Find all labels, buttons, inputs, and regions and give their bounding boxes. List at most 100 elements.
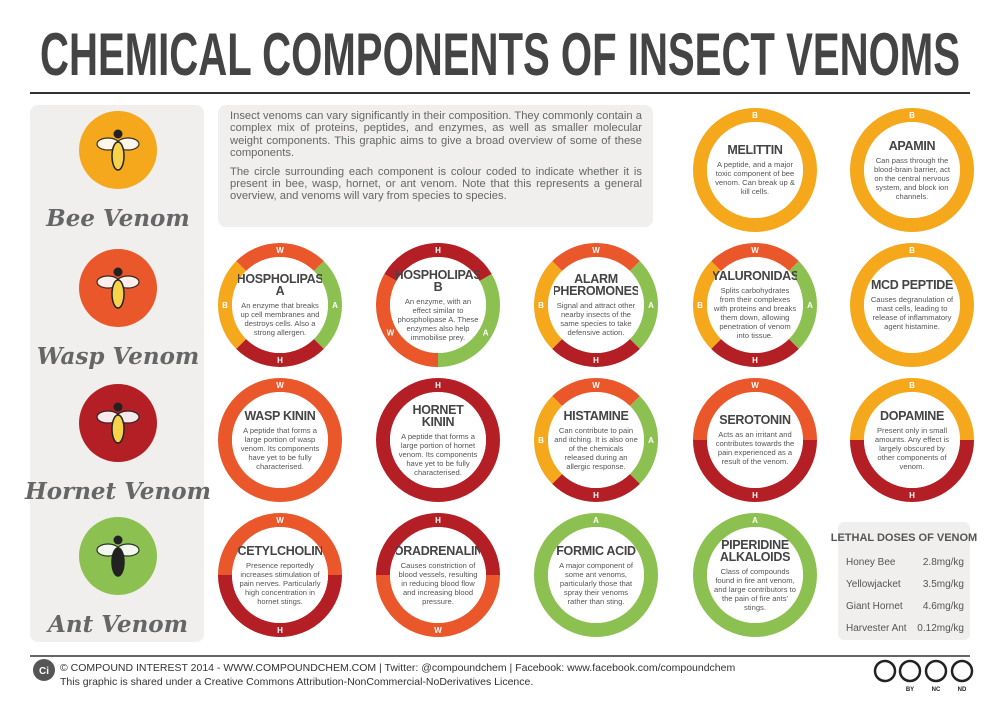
- venom-ring-segment: [711, 243, 799, 272]
- cc-icon: [950, 659, 974, 683]
- component-disc: [390, 257, 486, 353]
- component-name: MELITTIN: [727, 143, 783, 157]
- component-description: Causes degranulation of mast cells, lead…: [870, 295, 954, 331]
- component-text: HORNET KININ A peptide that forms a large…: [396, 398, 480, 482]
- insect-body: [111, 141, 125, 171]
- intro-box: Insect venoms can vary significantly in …: [230, 110, 642, 203]
- intro-paragraph: The circle surrounding each component is…: [230, 165, 642, 203]
- component-description: Can contribute to pain and itching. It i…: [554, 425, 638, 471]
- component-name: PIPERIDINE ALKALOIDS: [719, 537, 791, 564]
- venom-ring: [850, 108, 974, 232]
- lethal-insect: Giant Hornet: [846, 601, 903, 612]
- component-disc: [548, 392, 644, 488]
- venom-code: W: [751, 381, 759, 390]
- venom-ring-segment: [850, 378, 974, 441]
- venom-ring-segment: [693, 439, 817, 502]
- component-description: Acts as an irritant and contributes towa…: [715, 430, 795, 466]
- venom-code: W: [276, 381, 284, 390]
- venom-ring: [534, 513, 658, 637]
- component-description: Causes constriction of blood vessels, re…: [398, 560, 478, 606]
- venom-code: A: [648, 301, 654, 310]
- component-text: PIPERIDINE ALKALOIDS Class of compounds f…: [713, 533, 797, 617]
- component-text-box: MCD PEPTIDE Causes degranulation of mast …: [870, 263, 954, 347]
- venom-code: B: [752, 111, 758, 120]
- insect-head: [113, 402, 123, 412]
- cc-icon: [924, 659, 948, 683]
- cc-label: BY: [906, 687, 914, 693]
- venom-ring-segment: [850, 439, 974, 502]
- venom-ring: [376, 378, 500, 502]
- component-text: SEROTONIN Acts as an irritant and contrib…: [713, 398, 797, 482]
- venom-code: W: [387, 329, 395, 338]
- component-description: Class of compounds found in fire ant ven…: [714, 566, 796, 612]
- component-text: MCD PEPTIDE Causes degranulation of mast …: [870, 263, 954, 347]
- component-name: FORMIC ACID: [556, 543, 636, 558]
- lethal-insect: Harvester Ant: [846, 623, 907, 634]
- component-description: A peptide that forms a large portion of …: [240, 425, 320, 471]
- component-disc: [390, 392, 486, 488]
- insect-body: [111, 414, 125, 444]
- component-text-box: ACETYLCHOLINE Presence reportedly increas…: [238, 544, 322, 605]
- component-name: MCD PEPTIDE: [870, 278, 954, 292]
- venom-label: Ant Venom: [46, 611, 188, 638]
- component-disc: [232, 527, 328, 623]
- component-description: A major component of some ant venoms, pa…: [559, 560, 633, 606]
- component-name: PHOSPHOLIPASE B: [396, 267, 480, 294]
- component-name: SEROTONIN: [719, 413, 791, 427]
- component-description: Signal and attract other nearby insects …: [556, 301, 636, 337]
- component-text-box: WASP KININ A peptide that forms a large p…: [240, 409, 320, 471]
- venom-ring-segment: [534, 396, 563, 484]
- component-description: An enzyme, with an effect similar to pho…: [397, 296, 479, 342]
- component-description: Splits carbohydrates from their complexe…: [713, 286, 797, 340]
- footer-licence: This graphic is shared under a Creative …: [60, 676, 533, 688]
- component-description: Present only in small amounts. Any effec…: [874, 425, 950, 471]
- component-disc: [707, 122, 803, 218]
- venom-ring-segment: [236, 338, 324, 367]
- component-disc: [707, 527, 803, 623]
- venom-code: W: [434, 626, 442, 635]
- venom-code: B: [697, 301, 703, 310]
- intro-panel: [218, 105, 653, 227]
- venom-code: A: [593, 516, 599, 525]
- venom-ring-segment: [552, 378, 640, 407]
- insect-head: [113, 267, 123, 277]
- venom-ring-segment: [384, 243, 492, 282]
- component-text: FORMIC ACID A major component of some ant…: [554, 533, 638, 617]
- venom-ring: [693, 513, 817, 637]
- title: CHEMICAL COMPONENTS OF INSECT VENOMS: [40, 21, 960, 88]
- component-disc: [548, 257, 644, 353]
- venom-code: B: [222, 301, 228, 310]
- component-text: PHOSPHOLIPASE A An enzyme that breaks up …: [238, 263, 322, 347]
- component-description: Can pass through the blood-brain barrier…: [874, 155, 950, 201]
- component-disc: [864, 122, 960, 218]
- venom-code: A: [332, 301, 338, 310]
- component-text: DOPAMINE Present only in small amounts. A…: [870, 398, 954, 482]
- venom-ring-segment: [313, 261, 342, 349]
- component-text-box: PHOSPHOLIPASE A An enzyme that breaks up …: [238, 263, 322, 347]
- component-text-box: SEROTONIN Acts as an irritant and contrib…: [713, 398, 797, 482]
- venom-code: H: [593, 356, 599, 365]
- venom-ring-segment: [552, 338, 640, 367]
- venom-ring-segment: [711, 338, 799, 367]
- venom-ring-segment: [552, 243, 640, 272]
- venom-code: B: [909, 111, 915, 120]
- component-text-box: DOPAMINE Present only in small amounts. A…: [870, 398, 954, 482]
- insect-body: [111, 547, 125, 577]
- component-text-box: ALARM PHEROMONES Signal and attract other…: [554, 273, 638, 337]
- component-text: PHOSPHOLIPASE BAn enzyme, with an effect…: [396, 263, 480, 347]
- venom-ring-segment: [218, 513, 342, 576]
- component-text-box: HYALURONIDASE Splits carbohydrates from t…: [713, 270, 797, 340]
- component-text: MELITTIN A peptide, and a major toxic com…: [713, 128, 797, 212]
- venom-code: W: [276, 246, 284, 255]
- component-name: DOPAMINE: [879, 408, 945, 423]
- lethal-panel: [838, 522, 970, 640]
- venom-ring-segment: [552, 473, 640, 502]
- venom-ring-segment: [376, 274, 439, 367]
- component-disc: [707, 257, 803, 353]
- venom-ring-segment: [236, 243, 324, 272]
- venom-ring-segment: [218, 574, 342, 637]
- footer-credit: © COMPOUND INTEREST 2014 - WWW.COMPOUNDC…: [60, 662, 735, 674]
